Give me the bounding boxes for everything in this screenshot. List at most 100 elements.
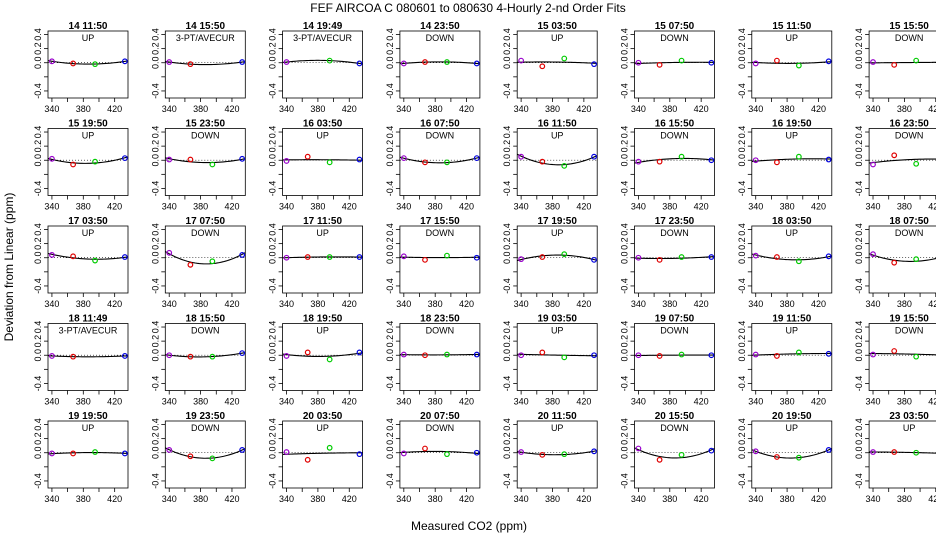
panel-frame [516, 420, 598, 489]
x-tick-label: 380 [780, 299, 795, 309]
data-point [400, 253, 407, 260]
y-tick-label: 0.0 [150, 56, 160, 69]
data-point [825, 350, 832, 357]
data-point [283, 59, 290, 65]
data-point [304, 349, 311, 356]
fit-curve [869, 158, 936, 164]
data-point [752, 351, 759, 358]
y-tick-label: -0.4 [620, 473, 630, 489]
x-tick-label: 380 [897, 104, 912, 114]
y-tick-label: 0.2 [620, 335, 630, 348]
panel-title: 20 07:50 [420, 411, 460, 422]
y-tick-label: -0.4 [737, 278, 747, 294]
panel-label: UP [786, 423, 799, 433]
panel-frame [868, 30, 936, 99]
x-tick-label: 380 [897, 202, 912, 212]
x-tick-label: 420 [811, 494, 826, 504]
y-tick-label: -0.4 [385, 376, 395, 392]
y-tick-label: 0.2 [737, 432, 747, 445]
data-point [187, 261, 194, 268]
y-tick-label: -0.4 [150, 473, 160, 489]
x-tick-label: 340 [866, 202, 881, 212]
x-tick-label: 380 [428, 104, 443, 114]
x-tick-label: 340 [631, 494, 646, 504]
y-tick-label: 0.4 [268, 321, 278, 334]
data-point [422, 59, 428, 65]
y-tick-label: -0.4 [620, 181, 630, 197]
y-tick-label: 0.2 [150, 140, 160, 153]
y-tick-label: 0.0 [33, 349, 43, 362]
data-point [70, 161, 76, 168]
panel-label: UP [551, 326, 564, 336]
data-point [121, 155, 128, 162]
y-tick-label: -0.4 [502, 181, 512, 197]
y-tick-label: 0.4 [737, 418, 747, 431]
x-tick-label: 420 [694, 202, 709, 212]
x-tick-label: 380 [897, 397, 912, 407]
panel-frame [399, 225, 481, 294]
data-point [752, 252, 759, 259]
y-tick-label: 0.4 [33, 126, 43, 139]
y-tick-label: 0.4 [385, 223, 395, 236]
y-tick-label: 0.0 [268, 349, 278, 362]
y-tick-label: 0.2 [385, 140, 395, 153]
x-tick-label: 380 [780, 494, 795, 504]
x-tick-label: 340 [44, 397, 59, 407]
panel-label: UP [786, 33, 799, 43]
panel-frame [399, 323, 481, 391]
panel-label: UP [316, 423, 329, 433]
y-tick-label: 0.4 [737, 126, 747, 139]
x-tick-label: 340 [162, 202, 177, 212]
y-tick-label: 0.0 [502, 349, 512, 362]
y-tick-label: 0.2 [854, 42, 864, 55]
y-tick-label: 0.0 [737, 349, 747, 362]
y-tick-label: 0.0 [737, 446, 747, 459]
x-tick-label: 380 [662, 299, 677, 309]
data-point [166, 156, 173, 163]
y-tick-label: 0.4 [33, 223, 43, 236]
fit-curve [165, 352, 246, 358]
panel-label: DOWN [191, 326, 220, 336]
panel-title: 17 15:50 [420, 216, 460, 227]
y-tick-label: 0.4 [854, 28, 864, 41]
data-point [473, 155, 480, 162]
x-tick-label: 340 [748, 494, 763, 504]
y-tick-label: 0.0 [502, 251, 512, 264]
data-point [92, 158, 98, 165]
x-tick-label: 340 [866, 494, 881, 504]
fit-curve [399, 353, 480, 356]
data-point [708, 254, 715, 260]
data-point [473, 60, 480, 67]
y-tick-label: 0.4 [502, 223, 512, 236]
data-point [635, 59, 642, 66]
y-tick-label: 0.4 [268, 126, 278, 139]
y-tick-label: -0.4 [737, 181, 747, 197]
y-tick-label: 0.2 [268, 42, 278, 55]
x-tick-label: 420 [459, 299, 474, 309]
panel-title: 15 07:50 [655, 21, 695, 32]
panel-frame [751, 225, 833, 294]
panel-label: DOWN [660, 33, 689, 43]
y-tick-label: 0.4 [150, 418, 160, 431]
panel-title: 16 23:50 [889, 119, 929, 130]
x-tick-label: 340 [279, 202, 294, 212]
data-point [326, 444, 333, 451]
y-tick-label: 0.2 [268, 237, 278, 250]
x-tick-label: 380 [780, 202, 795, 212]
y-tick-label: 0.4 [620, 418, 630, 431]
data-point [795, 258, 802, 265]
data-point [422, 445, 428, 452]
y-tick-label: 0.4 [854, 126, 864, 139]
fit-curve [399, 156, 481, 164]
data-point [561, 55, 568, 62]
